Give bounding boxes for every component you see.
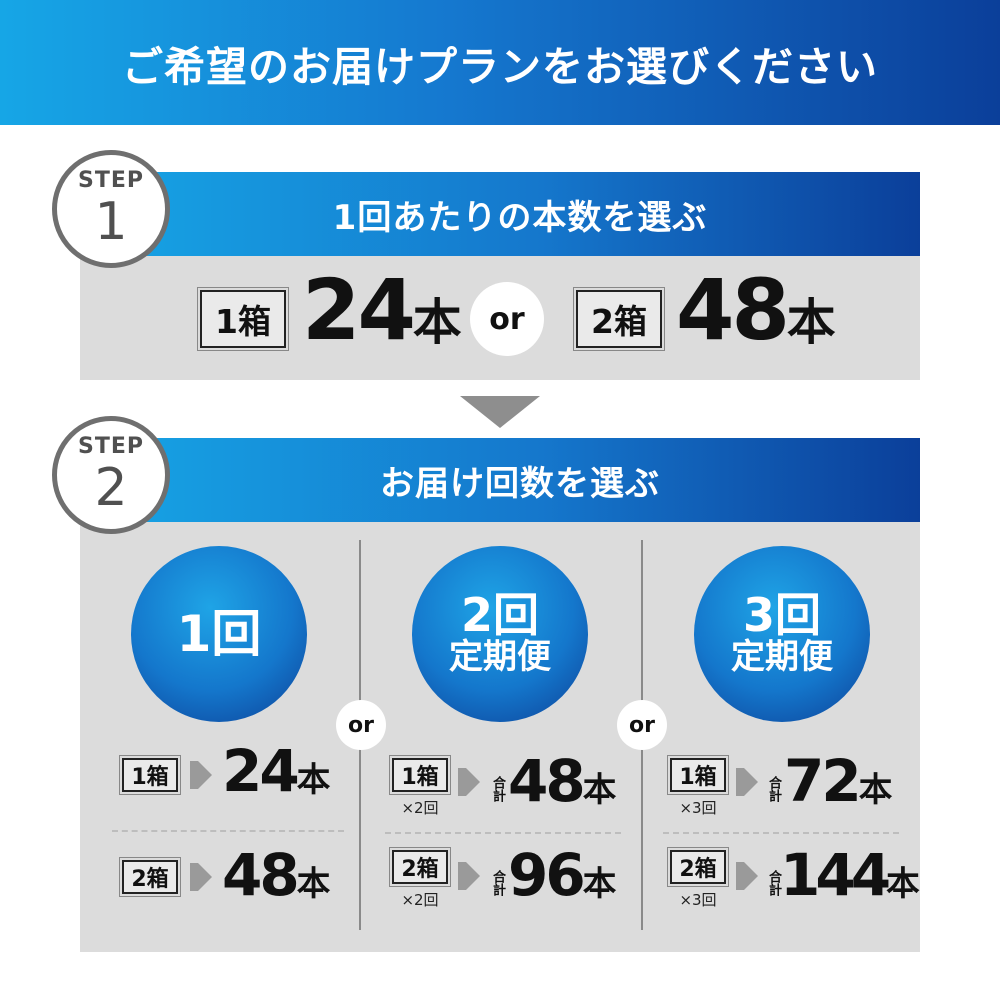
step2-or-2-text: or: [629, 712, 655, 738]
col2-row1-times: ×2回: [401, 799, 439, 817]
down-arrow-icon: [460, 396, 540, 428]
col3-row1-arrow-icon: [736, 768, 758, 796]
col1-row2-unit: 本: [296, 864, 331, 903]
frequency-1-circle[interactable]: 1回: [131, 546, 307, 722]
col3-row1-times: ×3回: [679, 799, 717, 817]
col2-row1-box[interactable]: 1箱: [389, 755, 451, 795]
col2-row1-total-label: 合計: [490, 776, 505, 802]
col3-row2-box[interactable]: 2箱: [667, 847, 729, 887]
col1-row2-box-label: 2箱: [131, 867, 169, 892]
step1-title: 1回あたりの本数を選ぶ: [332, 197, 708, 238]
col1-row2-arrow-icon: [190, 863, 212, 891]
frequency-1-label: 1回: [176, 604, 262, 663]
step1-or: or: [470, 282, 544, 356]
col2-row2-times: ×2回: [401, 891, 439, 909]
col3-row2-number: 144: [780, 841, 891, 909]
step2-or-1: or: [336, 700, 386, 750]
col3-row2-times: ×3回: [679, 891, 717, 909]
col2-row1-unit: 本: [582, 770, 617, 809]
col2-row2-number: 96: [508, 841, 586, 909]
step1-badge-number: 1: [94, 192, 128, 252]
col3-row2-unit: 本: [886, 864, 920, 903]
col2-row2-total-label: 合計: [490, 870, 505, 896]
col1-row1-number: 24: [222, 737, 300, 805]
step1-option-b-box-label: 2箱: [591, 302, 647, 341]
step2-or-1-text: or: [348, 712, 374, 738]
col1-separator: [112, 830, 344, 832]
page-title: ご希望のお届けプランをお選びください: [122, 42, 878, 91]
step2-header: お届け回数を選ぶ: [80, 438, 920, 522]
step2-badge-word: STEP: [77, 434, 144, 459]
step1-option-b-box[interactable]: 2箱: [573, 287, 665, 351]
col3-row1-total-label: 合計: [766, 776, 781, 802]
step1-badge-word: STEP: [77, 168, 144, 193]
step1-option-a-count: 24本: [302, 268, 462, 352]
step1-badge: STEP 1: [52, 150, 170, 268]
col2-row2-arrow-icon: [458, 862, 480, 890]
frequency-2-sub: 定期便: [449, 637, 551, 678]
col3-row2-count: 144本: [780, 846, 920, 904]
col3-row1-box-label: 1箱: [679, 765, 717, 790]
col1-row2-box[interactable]: 2箱: [119, 857, 181, 897]
step2-badge: STEP 2: [52, 416, 170, 534]
col3-row1-count: 72本: [784, 752, 892, 810]
step1-option-b-unit: 本: [786, 295, 836, 351]
step2-badge-number: 2: [94, 458, 128, 518]
frequency-3-label: 3回: [742, 588, 821, 643]
col1-row2-count: 48本: [222, 846, 330, 904]
step1-option-a-number: 24: [302, 261, 416, 359]
col1-row1-unit: 本: [296, 760, 331, 799]
col1-row1-box-label: 1箱: [131, 765, 169, 790]
col2-row1-count: 48本: [508, 752, 616, 810]
step1-header: 1回あたりの本数を選ぶ: [80, 172, 920, 256]
step1-option-b-count: 48本: [676, 268, 836, 352]
step1-option-a-box[interactable]: 1箱: [197, 287, 289, 351]
col2-row2-box-label: 2箱: [401, 857, 439, 882]
step1-option-a-unit: 本: [412, 295, 462, 351]
col1-row1-arrow-icon: [190, 761, 212, 789]
col3-row2-arrow-icon: [736, 862, 758, 890]
col3-row1-number: 72: [784, 747, 862, 815]
step2-title: お届け回数を選ぶ: [380, 463, 660, 504]
frequency-2-circle[interactable]: 2回 定期便: [412, 546, 588, 722]
step1-option-b-number: 48: [676, 261, 790, 359]
col2-row1-arrow-icon: [458, 768, 480, 796]
col2-row1-number: 48: [508, 747, 586, 815]
col1-row2-number: 48: [222, 841, 300, 909]
col2-row2-count: 96本: [508, 846, 616, 904]
top-banner: ご希望のお届けプランをお選びください: [0, 0, 1000, 125]
col2-row2-unit: 本: [582, 864, 617, 903]
step1-option-a-box-label: 1箱: [215, 302, 271, 341]
frequency-3-circle[interactable]: 3回 定期便: [694, 546, 870, 722]
col1-row1-count: 24本: [222, 742, 330, 800]
col2-separator: [385, 832, 621, 834]
step1-or-text: or: [489, 301, 525, 337]
col2-row1-box-label: 1箱: [401, 765, 439, 790]
col3-row1-unit: 本: [858, 770, 893, 809]
col3-row2-box-label: 2箱: [679, 857, 717, 882]
col2-row2-box[interactable]: 2箱: [389, 847, 451, 887]
col3-separator: [663, 832, 899, 834]
col1-row1-box[interactable]: 1箱: [119, 755, 181, 795]
frequency-3-sub: 定期便: [731, 637, 833, 678]
col3-row2-total-label: 合計: [766, 870, 781, 896]
step2-or-2: or: [617, 700, 667, 750]
col3-row1-box[interactable]: 1箱: [667, 755, 729, 795]
frequency-2-label: 2回: [460, 588, 539, 643]
